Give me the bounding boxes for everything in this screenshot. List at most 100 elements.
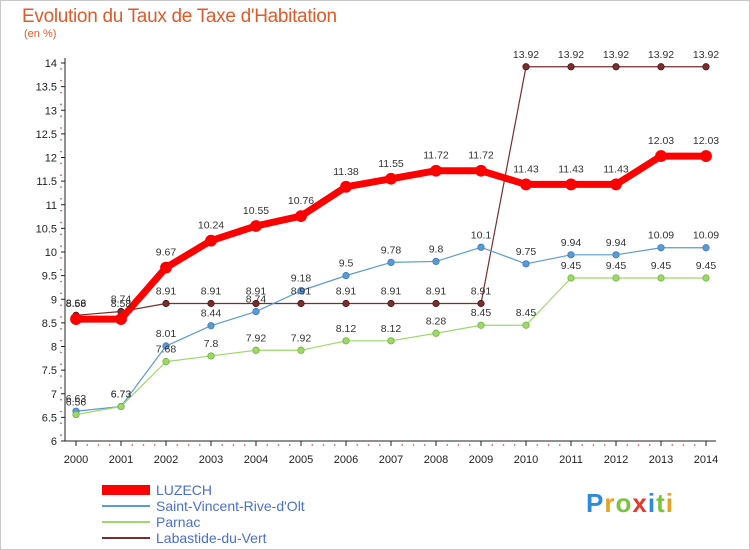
x-minor-dot — [671, 444, 674, 446]
data-point — [385, 172, 397, 185]
data-label: 6.73 — [111, 389, 132, 401]
data-point — [475, 164, 487, 177]
data-point — [70, 313, 82, 325]
x-tick-label: 2007 — [379, 454, 403, 466]
data-label: 12.03 — [648, 135, 674, 147]
x-minor-dot — [232, 444, 235, 446]
y-minor-dot — [60, 316, 62, 318]
data-label: 8.74 — [246, 294, 267, 306]
legend-swatch — [102, 485, 150, 495]
data-point — [700, 150, 712, 162]
y-minor-dot — [60, 79, 62, 82]
y-minor-dot — [60, 268, 62, 271]
x-minor-dot — [457, 444, 460, 446]
legend-swatch — [102, 505, 150, 507]
data-point — [432, 329, 440, 337]
data-label: 9.94 — [561, 237, 582, 249]
x-minor-dot — [547, 444, 550, 446]
y-minor-dot — [60, 257, 62, 259]
x-tick-label: 2009 — [469, 454, 493, 466]
data-label: 6.73 — [111, 389, 132, 401]
y-tick-label: 11.5 — [36, 176, 57, 188]
y-tick-label: 11 — [46, 200, 57, 212]
legend-label: Labastide-du-Vert — [156, 530, 267, 546]
x-minor-dot — [187, 444, 190, 446]
y-minor-dot — [60, 233, 62, 236]
data-point — [567, 251, 575, 259]
data-label: 7.68 — [156, 344, 177, 356]
x-minor-dot — [311, 444, 314, 446]
data-point — [610, 178, 622, 191]
data-label: 8.91 — [201, 286, 222, 298]
y-minor-dot — [60, 363, 62, 366]
logo-letter: i — [647, 488, 657, 518]
data-label: 8.91 — [156, 286, 177, 298]
data-label: 10.24 — [198, 220, 224, 232]
legend-label: Parnac — [156, 514, 201, 530]
data-label: 8.28 — [426, 315, 447, 327]
y-minor-dot — [60, 351, 62, 354]
data-label: 11.43 — [603, 163, 629, 175]
y-tick-label: 10 — [45, 247, 57, 259]
data-label: 7.92 — [291, 332, 312, 344]
y-minor-dot — [60, 162, 62, 165]
x-minor-dot — [243, 444, 246, 446]
x-minor-dot — [468, 444, 471, 446]
x-tick-label: 2006 — [334, 454, 358, 466]
y-tick-label: 10.5 — [36, 223, 57, 235]
data-label: 8.12 — [381, 323, 402, 335]
x-tick-label: 2012 — [604, 454, 628, 466]
logo-letter: i — [665, 488, 674, 518]
x-minor-dot — [592, 444, 595, 446]
legend-label: Saint-Vincent-Rive-d'Olt — [156, 498, 305, 514]
data-label: 9.45 — [561, 260, 582, 272]
x-minor-dot — [446, 444, 449, 446]
data-point — [207, 299, 215, 308]
data-point — [205, 234, 217, 247]
data-point — [522, 321, 530, 329]
data-point — [387, 258, 395, 266]
y-tick-label: 9 — [51, 294, 57, 306]
x-tick-label: 2003 — [199, 454, 223, 466]
data-point — [252, 346, 260, 354]
x-minor-dot — [626, 444, 629, 446]
x-minor-dot — [86, 444, 89, 446]
x-minor-dot — [221, 444, 224, 446]
chart-legend: LUZECH Saint-Vincent-Rive-d'Olt Parnac Laba… — [102, 482, 305, 546]
y-minor-dot — [60, 68, 62, 70]
data-point — [657, 244, 665, 252]
x-minor-dot — [266, 444, 269, 446]
y-tick-label: 8 — [51, 342, 57, 354]
y-minor-dot — [60, 292, 62, 295]
data-label: 7.8 — [204, 338, 219, 350]
data-point — [387, 337, 395, 345]
x-minor-dot — [558, 444, 561, 446]
x-minor-dot — [412, 444, 415, 446]
data-label: 10.1 — [471, 229, 492, 241]
data-label: 8.91 — [246, 286, 267, 298]
x-tick-label: 2008 — [424, 454, 448, 466]
data-label: 13.92 — [513, 49, 539, 61]
y-tick-label: 13 — [45, 105, 57, 117]
data-point — [340, 180, 352, 193]
data-label: 11.43 — [558, 163, 584, 175]
data-label: 11.72 — [468, 150, 494, 162]
data-label: 8.01 — [156, 328, 177, 340]
data-point — [252, 299, 260, 308]
data-label: 8.12 — [336, 323, 357, 335]
data-label: 13.92 — [558, 49, 584, 61]
data-point — [612, 274, 620, 282]
data-point — [162, 299, 170, 308]
data-label: 10.09 — [693, 230, 719, 242]
data-point — [252, 307, 260, 316]
data-label: 6.56 — [66, 397, 87, 409]
data-point — [117, 402, 125, 411]
data-point — [477, 299, 485, 308]
data-label: 9.67 — [156, 247, 177, 259]
x-minor-dot — [97, 444, 100, 446]
x-minor-dot — [153, 444, 156, 446]
legend-swatch — [102, 537, 150, 539]
data-point — [297, 299, 305, 308]
x-tick-label: 2014 — [694, 454, 718, 466]
y-minor-dot — [60, 138, 62, 141]
